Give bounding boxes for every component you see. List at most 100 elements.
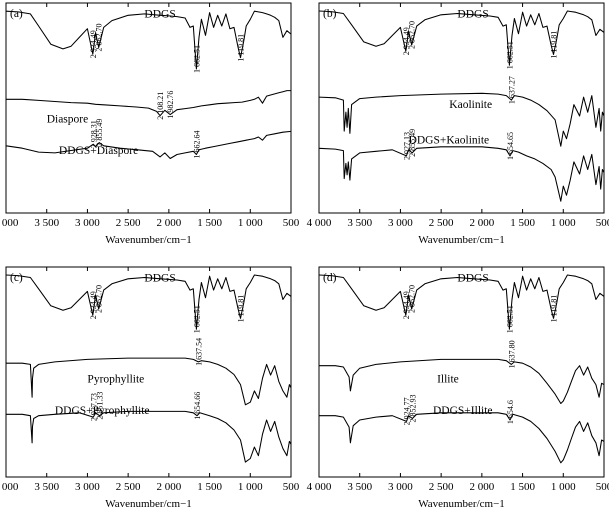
x-tick-label: 1 000 (551, 481, 576, 493)
panel-label: (b) (323, 8, 337, 20)
series-label-illite: Illite (437, 374, 459, 386)
series-line-ddgs (5, 10, 292, 70)
x-tick-label: 2 000 (469, 217, 494, 229)
peak-annotation: 2 855.49 (408, 129, 417, 157)
peak-annotation: 2 862.70 (95, 285, 104, 313)
peak-annotation: 1 637.27 (507, 76, 516, 104)
series-label-ddgs-plus-diaspore: DDGS+Diaspore (59, 145, 138, 157)
peak-annotation: 2 851.33 (96, 392, 105, 420)
x-tick-label: 500 (596, 217, 609, 229)
peak-annotation: 1 662.51 (192, 45, 201, 73)
x-tick-label: 4 000 (307, 217, 332, 229)
series-label-pyrophyllite: Pyrophyllite (87, 374, 144, 386)
series-label-ddgs: DDGS (457, 273, 488, 285)
series-label-ddgs: DDGS (457, 9, 488, 21)
panel-label: (c) (10, 272, 23, 284)
peak-annotation: 1 654.6 (506, 400, 515, 424)
series-line-illite (319, 358, 605, 405)
series-line-pyrophyllite (6, 357, 292, 406)
peak-annotation: 1 654.66 (193, 392, 202, 420)
series-line-ddgs (318, 274, 605, 330)
x-tick-label: 2 500 (429, 481, 454, 493)
x-tick-label: 2 000 (469, 481, 494, 493)
x-tick-label: 3 000 (75, 217, 100, 229)
peak-annotation: 2 862.70 (408, 21, 417, 49)
series-line-ddgs-plus-kaolinite (318, 146, 605, 202)
plot-frame (318, 2, 605, 214)
peak-annotation: 2 927.13 (402, 132, 411, 160)
plot-frame (5, 266, 292, 478)
series-line-kaolinite (318, 92, 605, 147)
peak-annotation: 1 662.51 (505, 305, 514, 333)
x-tick-label: 3 500 (347, 481, 372, 493)
x-tick-label: 1 500 (510, 217, 535, 229)
x-tick-label: 2 500 (429, 217, 454, 229)
peak-annotation: 2 934.49 (402, 291, 411, 319)
peak-annotation: 2 108.21 (156, 92, 165, 120)
peak-annotation: 2 924.77 (402, 397, 411, 425)
series-label-ddgs: DDGS (144, 273, 175, 285)
x-tick-label: 4 000 (307, 481, 332, 493)
peak-annotation: 1 654.65 (506, 132, 515, 160)
x-axis-label: Wavenumber/cm−1 (418, 498, 505, 510)
series-label-ddgs-plus-kaolinite: DDGS+Kaolinite (409, 135, 490, 147)
x-tick-label: 2 500 (116, 481, 141, 493)
chart-panel-c: (c) 4 000 3 500 3 000 2 500 2 000 1 500 1 000 50… (0, 266, 300, 510)
chart-panel-d: (d) 4 000 3 500 3 000 2 500 2 000 1 500 1 000 50… (307, 266, 609, 510)
series-line-ddgs (318, 10, 605, 66)
peak-annotation: 2 934.49 (89, 30, 98, 58)
x-tick-label: 1 500 (510, 481, 535, 493)
x-tick-label: 2 500 (116, 217, 141, 229)
panel-label: (d) (323, 272, 337, 284)
series-line-ddgs-plus-diaspore (5, 130, 292, 160)
x-tick-label: 2 000 (156, 481, 181, 493)
x-axis-label: Wavenumber/cm−1 (105, 498, 192, 510)
peak-annotation: 1 662.51 (192, 305, 201, 333)
x-axis-label: Wavenumber/cm−1 (418, 234, 505, 246)
peak-annotation: 1 662.51 (505, 41, 514, 69)
series-line-ddgs-plus-illite (319, 412, 605, 464)
series-label-diaspore: Diaspore (47, 114, 89, 126)
x-tick-label: 1 500 (197, 217, 222, 229)
x-tick-label: 1 000 (551, 217, 576, 229)
chart-panel-b: (b) 4 000 3 500 3 000 2 500 2 000 1 500 1 000 50… (307, 2, 609, 246)
x-tick-label: 3 500 (34, 481, 59, 493)
x-axis-label: Wavenumber/cm−1 (105, 234, 192, 246)
x-tick-label: 500 (283, 481, 300, 493)
panel-label: (a) (10, 8, 23, 20)
plot-frame (318, 266, 605, 478)
peak-annotation: 2 934.49 (402, 27, 411, 55)
peak-annotation: 1 119.81 (550, 295, 559, 323)
x-tick-label: 2 000 (156, 217, 181, 229)
peak-annotation: 2 862.70 (95, 24, 104, 52)
series-line-ddgs (5, 274, 292, 330)
peak-annotation: 1 637.54 (194, 338, 203, 366)
x-tick-label: 4 000 (0, 217, 19, 229)
peak-annotation: 1 119.81 (237, 34, 246, 62)
peak-annotation: 1 119.81 (549, 31, 558, 59)
x-tick-label: 3 500 (347, 217, 372, 229)
peak-annotation: 1 637.80 (507, 340, 516, 368)
series-label-ddgs: DDGS (144, 9, 175, 21)
series-line-diaspore (6, 90, 291, 117)
series-label-ddgs-plus-pyrophyllite: DDGS+Pyrophyllite (55, 405, 150, 417)
peak-annotation: 2 934.49 (89, 291, 98, 319)
peak-annotation: 2 852.93 (408, 395, 417, 423)
peak-annotation: 2 927.73 (89, 393, 98, 421)
x-tick-label: 1 000 (238, 481, 263, 493)
peak-annotation: 1 119.81 (237, 295, 246, 323)
series-label-ddgs-plus-illite: DDGS+Illite (433, 405, 493, 417)
x-tick-label: 3 000 (75, 481, 100, 493)
x-tick-label: 3 500 (34, 217, 59, 229)
peak-annotation: 2 928.31 (89, 120, 98, 148)
peak-annotation: 1 662.64 (192, 131, 201, 159)
peak-annotation: 2 855.49 (95, 119, 104, 147)
x-tick-label: 500 (596, 481, 609, 493)
x-tick-label: 1 500 (197, 481, 222, 493)
x-tick-label: 3 000 (388, 217, 413, 229)
x-tick-label: 1 000 (238, 217, 263, 229)
series-line-ddgs-plus-pyrophyllite (6, 410, 292, 463)
x-tick-label: 3 000 (388, 481, 413, 493)
peak-annotation: 1 982.76 (166, 91, 175, 119)
